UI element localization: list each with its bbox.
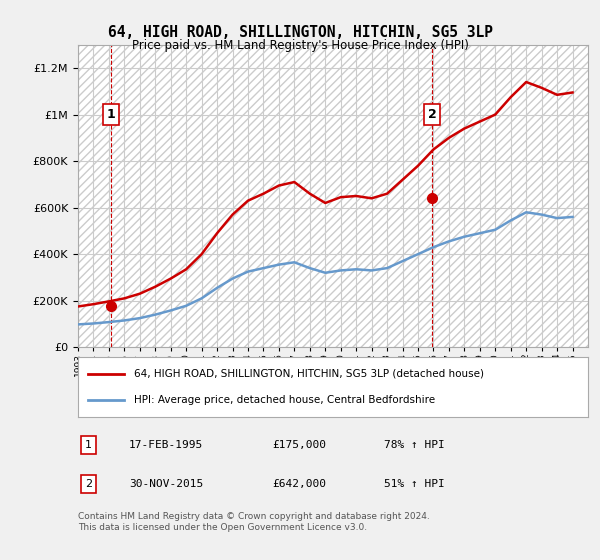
Text: Price paid vs. HM Land Registry's House Price Index (HPI): Price paid vs. HM Land Registry's House … [131, 39, 469, 52]
Text: 2: 2 [428, 108, 437, 121]
Text: 17-FEB-1995: 17-FEB-1995 [129, 440, 203, 450]
Text: 78% ↑ HPI: 78% ↑ HPI [384, 440, 445, 450]
Text: £175,000: £175,000 [272, 440, 326, 450]
Text: 2: 2 [85, 479, 92, 489]
Text: 64, HIGH ROAD, SHILLINGTON, HITCHIN, SG5 3LP: 64, HIGH ROAD, SHILLINGTON, HITCHIN, SG5… [107, 25, 493, 40]
Text: £642,000: £642,000 [272, 479, 326, 489]
Text: Contains HM Land Registry data © Crown copyright and database right 2024.
This d: Contains HM Land Registry data © Crown c… [78, 512, 430, 532]
Text: 1: 1 [85, 440, 92, 450]
Text: 1: 1 [106, 108, 115, 121]
Text: 51% ↑ HPI: 51% ↑ HPI [384, 479, 445, 489]
Text: HPI: Average price, detached house, Central Bedfordshire: HPI: Average price, detached house, Cent… [134, 395, 435, 405]
Text: 30-NOV-2015: 30-NOV-2015 [129, 479, 203, 489]
Text: 64, HIGH ROAD, SHILLINGTON, HITCHIN, SG5 3LP (detached house): 64, HIGH ROAD, SHILLINGTON, HITCHIN, SG5… [134, 368, 484, 379]
